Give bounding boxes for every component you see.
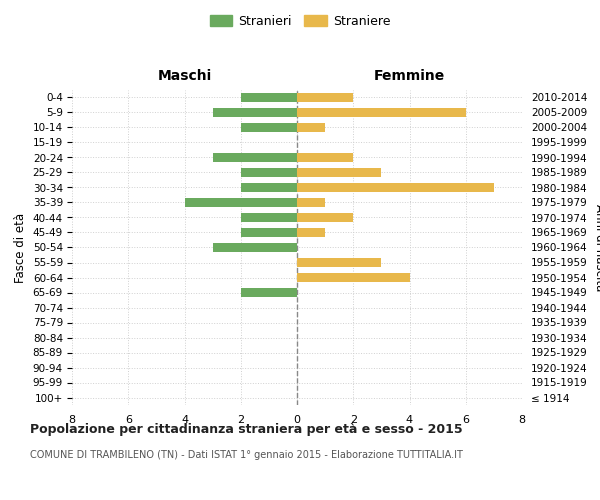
Bar [297,182,494,192]
Legend: Stranieri, Straniere: Stranieri, Straniere [206,11,394,32]
Bar [241,228,297,237]
Bar [297,198,325,207]
Bar [297,122,325,132]
Bar [241,122,297,132]
Text: Maschi: Maschi [157,69,212,83]
Bar [297,272,409,282]
Bar [185,198,297,207]
Bar [297,152,353,162]
Bar [297,228,325,237]
Text: COMUNE DI TRAMBILENO (TN) - Dati ISTAT 1° gennaio 2015 - Elaborazione TUTTITALIA: COMUNE DI TRAMBILENO (TN) - Dati ISTAT 1… [30,450,463,460]
Bar [297,108,466,118]
Y-axis label: Anni di nascita: Anni di nascita [593,204,600,291]
Text: Popolazione per cittadinanza straniera per età e sesso - 2015: Popolazione per cittadinanza straniera p… [30,422,463,436]
Bar [241,212,297,222]
Bar [212,152,297,162]
Bar [241,92,297,102]
Bar [297,92,353,102]
Bar [241,288,297,298]
Bar [297,212,353,222]
Text: Femmine: Femmine [374,69,445,83]
Bar [212,108,297,118]
Bar [297,168,382,177]
Bar [297,258,382,268]
Bar [212,242,297,252]
Y-axis label: Fasce di età: Fasce di età [14,212,27,282]
Bar [241,182,297,192]
Bar [241,168,297,177]
